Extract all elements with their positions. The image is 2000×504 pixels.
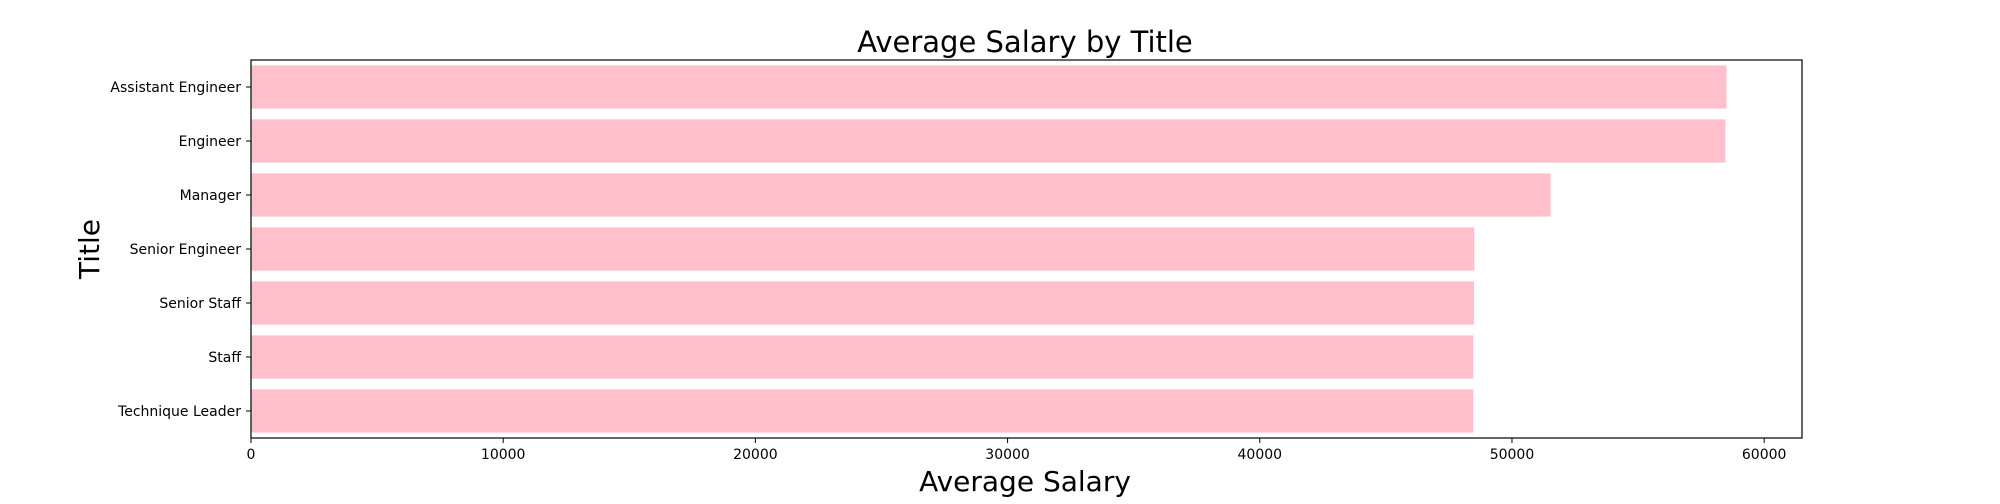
- y-axis-ticks: Assistant Engineer Engineer Manager Senior …: [110, 80, 251, 420]
- y-tick-label: Engineer: [179, 134, 242, 150]
- bar-manager: [251, 173, 1551, 217]
- chart-title: Average Salary by Title: [857, 25, 1193, 59]
- x-tick-label: 50000: [1490, 447, 1535, 463]
- x-tick-label: 20000: [733, 447, 778, 463]
- y-tick-label: Staff: [208, 350, 241, 366]
- x-axis-label: Average Salary: [919, 465, 1131, 498]
- x-axis-ticks: 0 10000 20000 30000 40000 50000 60000: [247, 438, 1787, 463]
- x-tick-label: 0: [247, 447, 256, 463]
- y-axis-label: Title: [73, 219, 106, 280]
- bar-staff: [251, 335, 1474, 379]
- y-tick-label: Technique Leader: [117, 404, 241, 420]
- y-tick-label: Manager: [180, 188, 242, 204]
- y-tick-label: Assistant Engineer: [110, 80, 241, 96]
- bar-technique-leader: [251, 389, 1474, 433]
- bars: [251, 65, 1727, 433]
- y-tick-label: Senior Staff: [159, 296, 241, 312]
- plot-frame: [250, 59, 1803, 439]
- y-tick-label: Senior Engineer: [130, 242, 242, 258]
- x-tick-label: 60000: [1742, 447, 1787, 463]
- x-tick-label: 10000: [481, 447, 526, 463]
- x-tick-label: 40000: [1238, 447, 1283, 463]
- bar-engineer: [251, 119, 1726, 163]
- x-tick-label: 30000: [985, 447, 1030, 463]
- bar-assistant-engineer: [251, 65, 1727, 109]
- bar-senior-engineer: [251, 227, 1475, 271]
- bar-senior-staff: [251, 281, 1475, 325]
